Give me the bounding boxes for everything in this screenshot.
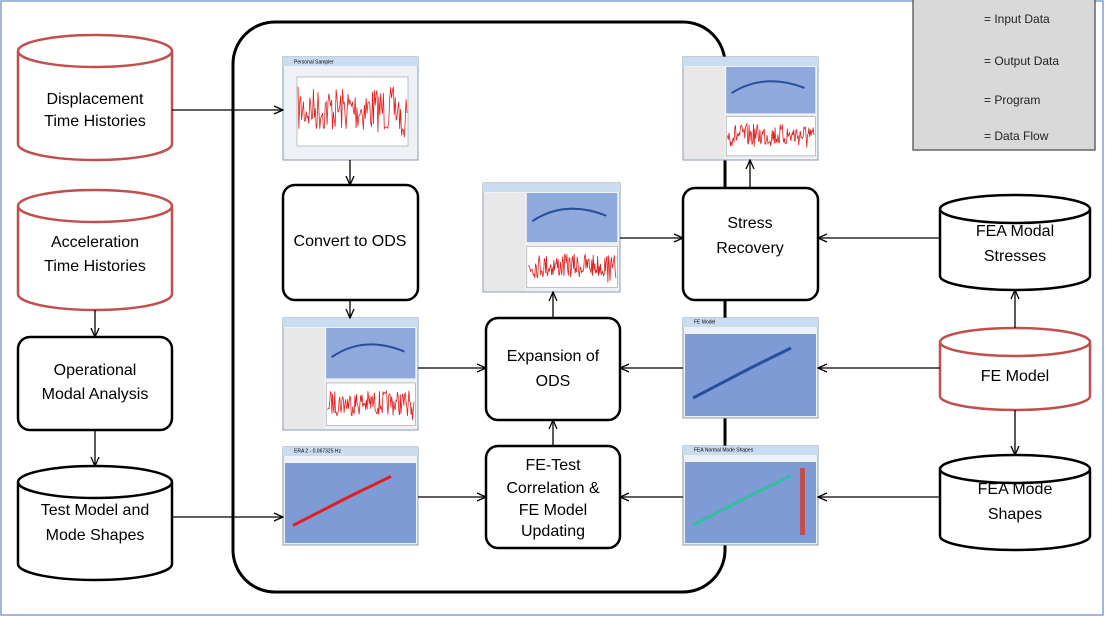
window-titlebar — [283, 318, 418, 327]
node-label: Time Histories — [44, 258, 146, 275]
legend: = Input Data = Output Data = Program = D… — [913, 0, 1095, 150]
node-label: Displacement — [47, 91, 144, 108]
node-label: Convert to ODS — [294, 233, 407, 250]
node-label: Test Model and — [41, 502, 150, 519]
view-3d — [726, 67, 815, 113]
node-label: FE Model — [519, 502, 587, 519]
program-box — [486, 318, 620, 420]
cylinder — [940, 455, 1090, 550]
node-label: Stress — [727, 215, 772, 232]
window-titlebar — [483, 183, 620, 192]
cylinder — [18, 466, 172, 580]
window-title: FEA Normal Mode Shapes — [694, 447, 754, 453]
legend-label: = Input Data — [984, 12, 1050, 26]
screenshot — [683, 57, 818, 160]
node-label: FE Model — [981, 368, 1049, 385]
screenshot — [683, 446, 818, 545]
window-titlebar — [683, 57, 818, 66]
side-panel — [284, 328, 325, 429]
node-label: Expansion of — [507, 348, 600, 365]
screenshot — [283, 57, 418, 160]
window-title: ERA 2 - 0.067325 Hz — [294, 448, 341, 454]
view-3d — [685, 462, 816, 543]
node-label: FE-Test — [525, 457, 581, 474]
node-label: Updating — [521, 523, 585, 540]
legend-label: = Output Data — [984, 54, 1059, 68]
cylinder — [940, 195, 1090, 290]
screenshot — [283, 318, 418, 430]
window-title: FE Model — [694, 319, 715, 325]
node-label: Modal Analysis — [42, 386, 149, 403]
node-label: Recovery — [716, 240, 784, 257]
legend-label: = Data Flow — [984, 129, 1049, 143]
plot-area — [297, 77, 408, 146]
node-label: Shapes — [988, 506, 1042, 523]
node-label: FEA Mode — [978, 481, 1053, 498]
node-label: FEA Modal — [976, 223, 1054, 240]
node-label: Operational — [54, 362, 137, 379]
node-label: Acceleration — [51, 234, 139, 251]
node-label: ODS — [536, 373, 571, 390]
node-label: Stresses — [984, 248, 1046, 265]
screenshot — [483, 183, 620, 292]
program-box — [18, 337, 172, 430]
view-3d — [285, 463, 416, 543]
side-panel — [484, 193, 525, 291]
side-panel — [684, 67, 725, 159]
screenshot — [683, 318, 818, 418]
node-label: Time Histories — [44, 113, 146, 130]
plot-area — [726, 117, 815, 156]
node-label: Correlation & — [506, 480, 600, 497]
color-scale — [800, 468, 805, 535]
legend-label: = Program — [984, 93, 1040, 107]
view-3d — [685, 334, 816, 416]
screenshot — [283, 447, 418, 545]
diagram: = Input Data = Output Data = Program = D… — [0, 0, 1105, 617]
node-label: Mode Shapes — [46, 527, 145, 544]
window-title: Personal Sampler — [294, 59, 334, 65]
